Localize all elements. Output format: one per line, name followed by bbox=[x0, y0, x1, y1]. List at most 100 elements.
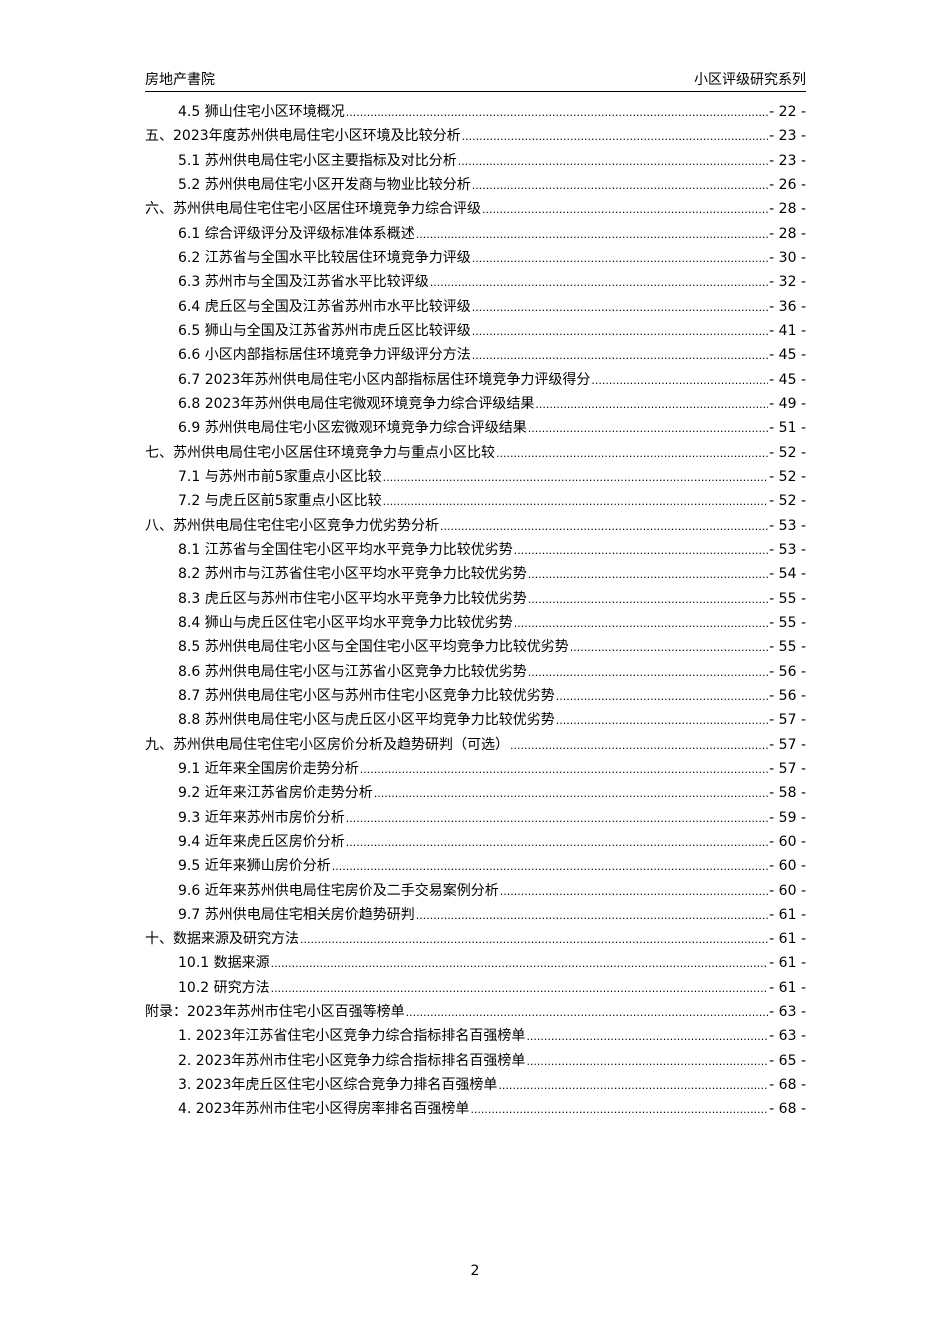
toc-entry-page: - 28 - bbox=[769, 225, 806, 242]
toc-entry[interactable]: 1. 2023年江苏省住宅小区竞争力综合指标排名百强榜单 - 63 - bbox=[145, 1024, 806, 1048]
dot-leader bbox=[458, 149, 768, 174]
toc-entry[interactable]: 7.2 与虎丘区前5家重点小区比较 - 52 - bbox=[145, 489, 806, 513]
toc-entry[interactable]: 八、苏州供电局住宅住宅小区竞争力优劣势分析 - 53 - bbox=[145, 514, 806, 538]
toc-entry[interactable]: 六、苏州供电局住宅住宅小区居住环境竞争力综合评级 - 28 - bbox=[145, 197, 806, 221]
toc-entry-page: - 68 - bbox=[769, 1101, 806, 1118]
dot-leader bbox=[498, 1073, 768, 1098]
toc-entry[interactable]: 6.1 综合评级评分及评级标准体系概述 - 28 - bbox=[145, 222, 806, 246]
toc-entry-title: 十、数据来源及研究方法 bbox=[145, 931, 299, 948]
toc-entry-title: 8.3 虎丘区与苏州市住宅小区平均水平竞争力比较优劣势 bbox=[178, 590, 527, 607]
toc-entry-page: - 55 - bbox=[769, 639, 806, 656]
dot-leader bbox=[416, 903, 768, 928]
toc-entry[interactable]: 6.2 江苏省与全国水平比较居住环境竞争力评级 - 30 - bbox=[145, 246, 806, 270]
toc-entry-title: 九、苏州供电局住宅住宅小区房价分析及趋势研判（可选） bbox=[145, 736, 509, 753]
toc-entry-page: - 54 - bbox=[769, 566, 806, 583]
dot-leader bbox=[528, 416, 768, 441]
toc-entry-title: 6.6 小区内部指标居住环境竞争力评级评分方法 bbox=[178, 347, 471, 364]
dot-leader bbox=[528, 587, 768, 612]
toc-entry-page: - 60 - bbox=[769, 858, 806, 875]
toc-entry[interactable]: 9.6 近年来苏州供电局住宅房价及二手交易案例分析 - 60 - bbox=[145, 879, 806, 903]
toc-entry-title: 9.4 近年来虎丘区房价分析 bbox=[178, 833, 345, 850]
toc-entry[interactable]: 9.4 近年来虎丘区房价分析 - 60 - bbox=[145, 830, 806, 854]
toc-entry-title: 3. 2023年虎丘区住宅小区综合竞争力排名百强榜单 bbox=[178, 1077, 498, 1094]
toc-entry-title: 5.2 苏州供电局住宅小区开发商与物业比较分析 bbox=[178, 176, 471, 193]
toc-entry[interactable]: 2. 2023年苏州市住宅小区竞争力综合指标排名百强榜单 - 65 - bbox=[145, 1049, 806, 1073]
toc-entry-page: - 58 - bbox=[769, 785, 806, 802]
toc-entry-page: - 68 - bbox=[769, 1077, 806, 1094]
toc-entry[interactable]: 8.6 苏州供电局住宅小区与江苏省小区竞争力比较优劣势 - 56 - bbox=[145, 660, 806, 684]
toc-entry[interactable]: 6.7 2023年苏州供电局住宅小区内部指标居住环境竞争力评级得分 - 45 - bbox=[145, 368, 806, 392]
toc-entry-page: - 65 - bbox=[769, 1052, 806, 1069]
dot-leader bbox=[271, 976, 769, 1001]
toc-entry[interactable]: 9.7 苏州供电局住宅相关房价趋势研判 - 61 - bbox=[145, 903, 806, 927]
toc-entry[interactable]: 7.1 与苏州市前5家重点小区比较 - 52 - bbox=[145, 465, 806, 489]
toc-entry[interactable]: 5.2 苏州供电局住宅小区开发商与物业比较分析 - 26 - bbox=[145, 173, 806, 197]
toc-entry-title: 6.3 苏州市与全国及江苏省水平比较评级 bbox=[178, 274, 429, 291]
toc-entry-title: 1. 2023年江苏省住宅小区竞争力综合指标排名百强榜单 bbox=[178, 1028, 526, 1045]
toc-entry[interactable]: 8.7 苏州供电局住宅小区与苏州市住宅小区竞争力比较优劣势 - 56 - bbox=[145, 684, 806, 708]
toc-entry-title: 五、2023年度苏州供电局住宅小区环境及比较分析 bbox=[145, 128, 461, 145]
toc-entry-title: 六、苏州供电局住宅住宅小区居住环境竞争力综合评级 bbox=[145, 201, 481, 218]
toc-entry[interactable]: 十、数据来源及研究方法 - 61 - bbox=[145, 927, 806, 951]
toc-entry[interactable]: 5.1 苏州供电局住宅小区主要指标及对比分析 - 23 - bbox=[145, 149, 806, 173]
toc-entry[interactable]: 10.2 研究方法 - 61 - bbox=[145, 976, 806, 1000]
toc-entry-page: - 26 - bbox=[769, 176, 806, 193]
toc-entry-page: - 52 - bbox=[769, 444, 806, 461]
toc-entry[interactable]: 8.8 苏州供电局住宅小区与虎丘区小区平均竞争力比较优劣势 - 57 - bbox=[145, 708, 806, 732]
toc-entry-title: 10.2 研究方法 bbox=[178, 979, 270, 996]
dot-leader bbox=[496, 441, 768, 466]
toc-entry[interactable]: 8.1 江苏省与全国住宅小区平均水平竞争力比较优劣势 - 53 - bbox=[145, 538, 806, 562]
toc-entry[interactable]: 6.4 虎丘区与全国及江苏省苏州市水平比较评级 - 36 - bbox=[145, 295, 806, 319]
toc-entry[interactable]: 6.9 苏州供电局住宅小区宏微观环境竞争力综合评级结果 - 51 - bbox=[145, 416, 806, 440]
page-header: 房地产書院 小区评级研究系列 bbox=[145, 67, 806, 92]
toc-entry[interactable]: 9.2 近年来江苏省房价走势分析 - 58 - bbox=[145, 781, 806, 805]
toc-entry-page: - 28 - bbox=[769, 201, 806, 218]
dot-leader bbox=[526, 1049, 768, 1074]
toc-entry-page: - 60 - bbox=[769, 882, 806, 899]
toc-entry-page: - 52 - bbox=[769, 468, 806, 485]
toc-entry[interactable]: 8.2 苏州市与江苏省住宅小区平均水平竞争力比较优劣势 - 54 - bbox=[145, 562, 806, 586]
dot-leader bbox=[416, 222, 768, 247]
toc-entry[interactable]: 4.5 狮山住宅小区环境概况 - 22 - bbox=[145, 100, 806, 124]
toc-entry[interactable]: 4. 2023年苏州市住宅小区得房率排名百强榜单 - 68 - bbox=[145, 1097, 806, 1121]
toc-entry[interactable]: 6.5 狮山与全国及江苏省苏州市虎丘区比较评级 - 41 - bbox=[145, 319, 806, 343]
toc-entry[interactable]: 9.3 近年来苏州市房价分析 - 59 - bbox=[145, 806, 806, 830]
toc-entry[interactable]: 九、苏州供电局住宅住宅小区房价分析及趋势研判（可选） - 57 - bbox=[145, 733, 806, 757]
dot-leader bbox=[510, 733, 768, 758]
toc-entry[interactable]: 8.5 苏州供电局住宅小区与全国住宅小区平均竞争力比较优劣势 - 55 - bbox=[145, 635, 806, 659]
toc-entry-title: 6.5 狮山与全国及江苏省苏州市虎丘区比较评级 bbox=[178, 322, 471, 339]
toc-entry-page: - 45 - bbox=[769, 347, 806, 364]
toc-entry[interactable]: 6.8 2023年苏州供电局住宅微观环境竞争力综合评级结果 - 49 - bbox=[145, 392, 806, 416]
toc-entry[interactable]: 9.1 近年来全国房价走势分析 - 57 - bbox=[145, 757, 806, 781]
toc-entry[interactable]: 6.3 苏州市与全国及江苏省水平比较评级 - 32 - bbox=[145, 270, 806, 294]
dot-leader bbox=[300, 927, 768, 952]
toc-entry-title: 9.5 近年来狮山房价分析 bbox=[178, 858, 331, 875]
toc-entry-title: 附录：2023年苏州市住宅小区百强等榜单 bbox=[145, 1004, 405, 1021]
toc-entry[interactable]: 七、苏州供电局住宅小区居住环境竞争力与重点小区比较 - 52 - bbox=[145, 441, 806, 465]
dot-leader bbox=[430, 270, 768, 295]
toc-entry-page: - 32 - bbox=[769, 274, 806, 291]
toc-entry[interactable]: 8.4 狮山与虎丘区住宅小区平均水平竞争力比较优劣势 - 55 - bbox=[145, 611, 806, 635]
toc-entry-page: - 56 - bbox=[769, 663, 806, 680]
toc-entry-title: 8.2 苏州市与江苏省住宅小区平均水平竞争力比较优劣势 bbox=[178, 566, 527, 583]
page-number: 2 bbox=[470, 1263, 480, 1279]
toc-entry-page: - 49 - bbox=[769, 395, 806, 412]
toc-entry[interactable]: 五、2023年度苏州供电局住宅小区环境及比较分析 - 23 - bbox=[145, 124, 806, 148]
dot-leader bbox=[591, 368, 768, 393]
dot-leader bbox=[570, 635, 768, 660]
toc-entry[interactable]: 附录：2023年苏州市住宅小区百强等榜单 - 63 - bbox=[145, 1000, 806, 1024]
toc-entry-title: 七、苏州供电局住宅小区居住环境竞争力与重点小区比较 bbox=[145, 444, 495, 461]
toc-entry-page: - 63 - bbox=[769, 1004, 806, 1021]
toc-entry-title: 8.5 苏州供电局住宅小区与全国住宅小区平均竞争力比较优劣势 bbox=[178, 639, 569, 656]
dot-leader bbox=[346, 830, 768, 855]
dot-leader bbox=[346, 806, 768, 831]
dot-leader bbox=[440, 514, 768, 539]
toc-entry[interactable]: 10.1 数据来源 - 61 - bbox=[145, 951, 806, 975]
toc-entry[interactable]: 8.3 虎丘区与苏州市住宅小区平均水平竞争力比较优劣势 - 55 - bbox=[145, 587, 806, 611]
toc-entry[interactable]: 6.6 小区内部指标居住环境竞争力评级评分方法 - 45 - bbox=[145, 343, 806, 367]
toc-entry[interactable]: 3. 2023年虎丘区住宅小区综合竞争力排名百强榜单 - 68 - bbox=[145, 1073, 806, 1097]
toc-entry[interactable]: 9.5 近年来狮山房价分析 - 60 - bbox=[145, 854, 806, 878]
toc-entry-title: 5.1 苏州供电局住宅小区主要指标及对比分析 bbox=[178, 152, 457, 169]
toc-entry-page: - 61 - bbox=[769, 979, 806, 996]
toc-entry-page: - 23 - bbox=[769, 128, 806, 145]
